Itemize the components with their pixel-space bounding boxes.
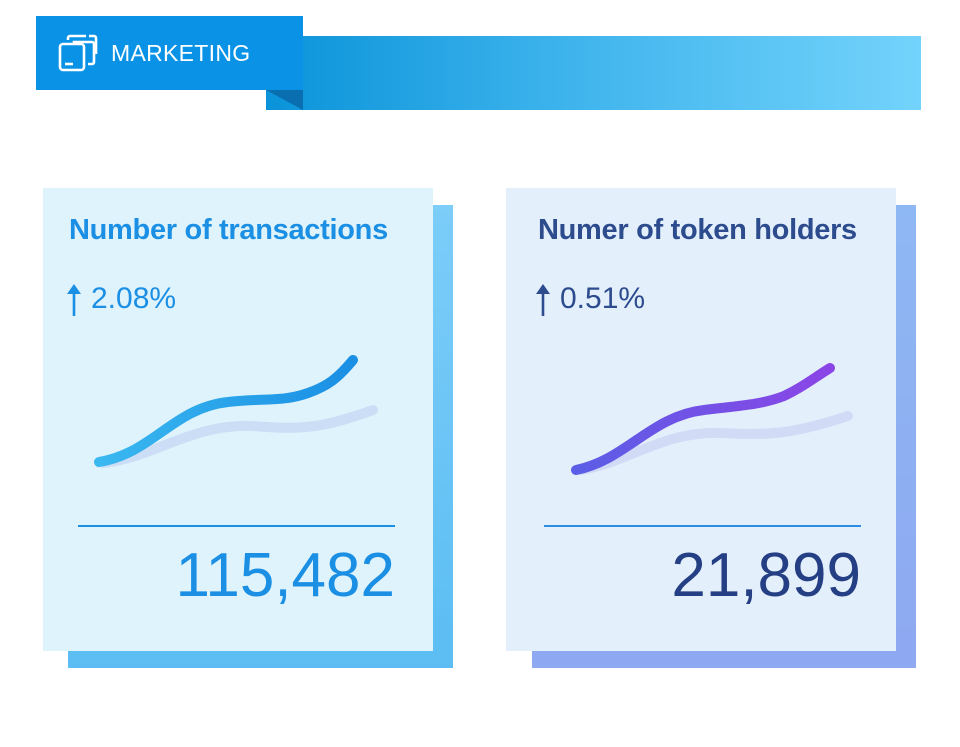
arrow-up-icon: [67, 284, 81, 316]
header-tab: MARKETING: [36, 16, 303, 90]
sparkline-line: [94, 355, 358, 467]
change-value: 2.08%: [91, 282, 177, 315]
card-title: Numer of token holders: [538, 214, 857, 246]
metric-value: 115,482: [175, 541, 395, 610]
sparkline-shadow: [576, 411, 853, 475]
card-transactions: Number of transactions 2.08% 115,482: [43, 188, 433, 651]
header-band: [266, 36, 921, 110]
sparkline: [94, 355, 378, 468]
sparkline: [571, 363, 853, 475]
arrow-up-icon: [536, 284, 550, 316]
change-value: 0.51%: [560, 282, 646, 315]
change-indicator: 0.51%: [532, 280, 645, 318]
change-indicator: 2.08%: [63, 280, 176, 318]
card-token-holders: Numer of token holders 0.51% 21,899: [506, 188, 896, 651]
sparkline-line: [571, 363, 835, 475]
section-title: MARKETING: [111, 40, 251, 66]
card-divider: [78, 525, 395, 527]
sparkline-shadow: [98, 405, 378, 468]
header-band-fold: [266, 90, 303, 110]
stacked-windows-icon: [58, 34, 98, 72]
card-divider: [544, 525, 861, 527]
card-title: Number of transactions: [69, 214, 388, 246]
metric-value: 21,899: [671, 541, 861, 610]
